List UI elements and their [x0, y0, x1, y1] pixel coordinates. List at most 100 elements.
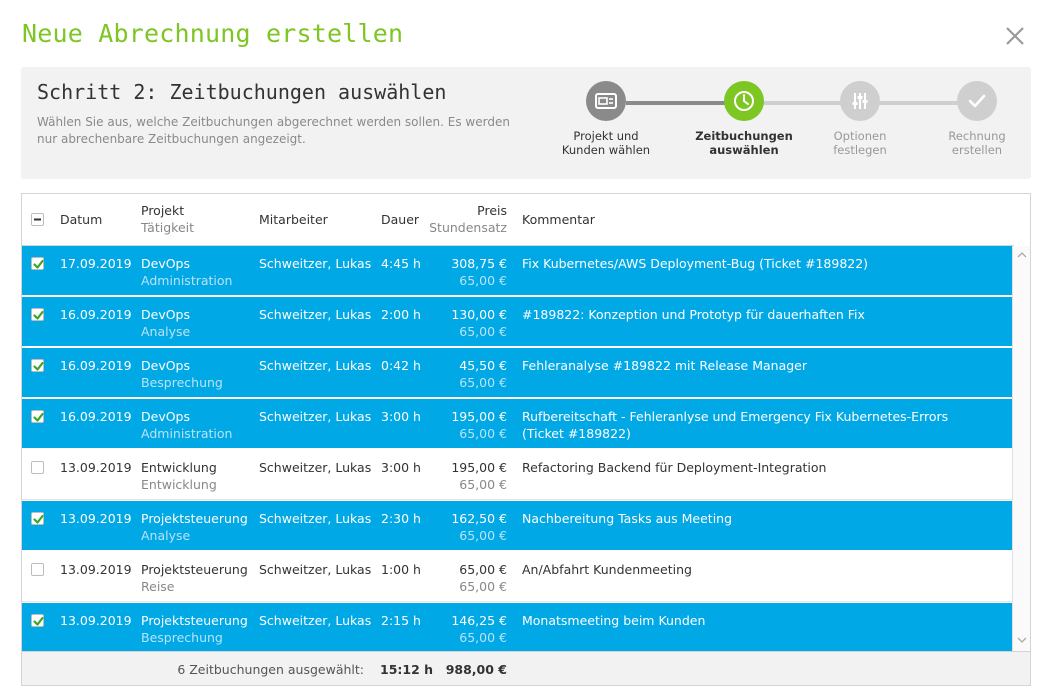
- row-project-cell: DevOps Analyse: [141, 306, 190, 340]
- row-checkbox[interactable]: [31, 614, 44, 627]
- column-header-preis[interactable]: Preis Stundensatz: [422, 203, 507, 235]
- step-header-panel: Schritt 2: Zeitbuchungen auswählen Wähle…: [21, 67, 1031, 179]
- wizard-step-label: Optionen: [833, 129, 887, 143]
- timebookings-table: Datum Projekt Tätigkeit Mitarbeiter Daue…: [21, 193, 1031, 686]
- row-project: Projektsteuerung: [141, 511, 248, 526]
- row-employee: Schweitzer, Lukas: [259, 511, 372, 526]
- clock-icon: [724, 81, 764, 121]
- row-price-cell: 130,00 € 65,00 €: [422, 306, 507, 340]
- row-project: Projektsteuerung: [141, 562, 248, 577]
- row-project: DevOps: [141, 307, 190, 322]
- row-activity: Entwicklung: [141, 477, 217, 492]
- row-price: 195,00 €: [451, 460, 507, 475]
- row-hourly-rate: 65,00 €: [459, 375, 507, 390]
- row-hourly-rate: 65,00 €: [459, 477, 507, 492]
- table-scrollbar[interactable]: [1012, 246, 1030, 651]
- total-price: 988,00 €: [445, 662, 507, 677]
- row-project: DevOps: [141, 256, 190, 271]
- row-employee: Schweitzer, Lukas: [259, 562, 372, 577]
- wizard-step-label: Rechnung: [948, 129, 1006, 143]
- column-header-taetigkeit: Tätigkeit: [141, 220, 195, 235]
- project-card-icon: [586, 81, 626, 121]
- select-all-checkbox[interactable]: [31, 213, 44, 226]
- row-checkbox[interactable]: [31, 308, 44, 321]
- scroll-down-icon[interactable]: [1017, 636, 1027, 644]
- row-duration: 3:00 h: [381, 460, 421, 475]
- row-date: 13.09.2019: [60, 460, 132, 475]
- row-price-cell: 65,00 € 65,00 €: [422, 561, 507, 595]
- check-icon: [957, 81, 997, 121]
- table-row[interactable]: 13.09.2019 Entwicklung Entwicklung Schweitz…: [22, 450, 1012, 500]
- row-price: 195,00 €: [451, 409, 507, 424]
- row-comment: Nachbereitung Tasks aus Meeting: [522, 511, 733, 526]
- row-checkbox[interactable]: [31, 563, 44, 576]
- row-comment: An/Abfahrt Kundenmeeting: [522, 562, 692, 577]
- column-header-kommentar[interactable]: Kommentar: [522, 212, 595, 227]
- row-checkbox[interactable]: [31, 359, 44, 372]
- row-date: 16.09.2019: [60, 409, 132, 424]
- row-price: 130,00 €: [451, 307, 507, 322]
- row-hourly-rate: 65,00 €: [459, 324, 507, 339]
- row-price-cell: 45,50 € 65,00 €: [422, 357, 507, 391]
- scroll-up-icon[interactable]: [1017, 251, 1027, 259]
- row-date: 13.09.2019: [60, 511, 132, 526]
- row-checkbox[interactable]: [31, 410, 44, 423]
- selection-summary: 6 Zeitbuchungen ausgewählt:: [177, 662, 364, 677]
- row-project-cell: DevOps Besprechung: [141, 357, 223, 391]
- column-header-stundensatz: Stundensatz: [429, 220, 507, 235]
- row-project-cell: DevOps Administration: [141, 408, 232, 442]
- row-price-cell: 195,00 € 65,00 €: [422, 408, 507, 442]
- row-employee: Schweitzer, Lukas: [259, 307, 372, 322]
- row-duration: 2:00 h: [381, 307, 421, 322]
- column-header-datum[interactable]: Datum: [60, 212, 103, 227]
- table-body: 17.09.2019 DevOps Administration Schweitzer…: [22, 246, 1012, 653]
- row-duration: 1:00 h: [381, 562, 421, 577]
- column-header-dauer[interactable]: Dauer: [381, 212, 420, 227]
- step-title: Schritt 2: Zeitbuchungen auswählen: [37, 80, 447, 104]
- row-project: Projektsteuerung: [141, 613, 248, 628]
- row-activity: Reise: [141, 579, 175, 594]
- table-row[interactable]: 13.09.2019 Projektsteuerung Analyse Schweit…: [22, 501, 1012, 551]
- table-row[interactable]: 13.09.2019 Projektsteuerung Besprechung Sch…: [22, 603, 1012, 653]
- column-header-projekt[interactable]: Projekt Tätigkeit: [141, 203, 194, 235]
- row-checkbox[interactable]: [31, 461, 44, 474]
- wizard-step-project[interactable]: Projekt und Kunden wählen: [551, 81, 661, 157]
- row-checkbox[interactable]: [31, 512, 44, 525]
- table-row[interactable]: 13.09.2019 Projektsteuerung Reise Schweitze…: [22, 552, 1012, 602]
- row-date: 16.09.2019: [60, 358, 132, 373]
- dialog-title: Neue Abrechnung erstellen: [22, 19, 404, 48]
- table-row[interactable]: 17.09.2019 DevOps Administration Schweitzer…: [22, 246, 1012, 296]
- row-project: DevOps: [141, 358, 190, 373]
- row-hourly-rate: 65,00 €: [459, 528, 507, 543]
- wizard-step-options: Optionen festlegen: [805, 81, 915, 157]
- row-employee: Schweitzer, Lukas: [259, 613, 372, 628]
- table-row[interactable]: 16.09.2019 DevOps Administration Schweitzer…: [22, 399, 1012, 449]
- wizard-step-label: erstellen: [951, 143, 1003, 157]
- row-duration: 2:30 h: [381, 511, 421, 526]
- wizard-step-label: Zeitbuchungen: [695, 129, 793, 143]
- table-row[interactable]: 16.09.2019 DevOps Analyse Schweitzer, Lukas…: [22, 297, 1012, 347]
- sliders-icon: [840, 81, 880, 121]
- wizard-step-label: Kunden wählen: [561, 143, 651, 157]
- row-price: 45,50 €: [459, 358, 507, 373]
- row-activity: Analyse: [141, 528, 191, 543]
- row-comment: Monatsmeeting beim Kunden: [522, 613, 706, 628]
- step-description: Wählen Sie aus, welche Zeitbuchungen abg…: [37, 115, 510, 146]
- row-checkbox[interactable]: [31, 257, 44, 270]
- row-employee: Schweitzer, Lukas: [259, 460, 372, 475]
- wizard-step-invoice: Rechnung erstellen: [922, 81, 1032, 157]
- column-header-projekt-label: Projekt: [141, 203, 185, 218]
- row-duration: 2:15 h: [381, 613, 421, 628]
- row-date: 17.09.2019: [60, 256, 132, 271]
- row-date: 13.09.2019: [60, 562, 132, 577]
- table-row[interactable]: 16.09.2019 DevOps Besprechung Schweitzer, L…: [22, 348, 1012, 398]
- close-icon[interactable]: [1003, 24, 1027, 48]
- wizard-step-label: auswählen: [709, 143, 779, 157]
- wizard-step-label: festlegen: [833, 143, 887, 157]
- row-hourly-rate: 65,00 €: [459, 273, 507, 288]
- row-comment: Rufbereitschaft - Fehleranlyse und Emerg…: [522, 409, 949, 441]
- row-project-cell: DevOps Administration: [141, 255, 232, 289]
- row-activity: Besprechung: [141, 630, 223, 645]
- column-header-mitarbeiter[interactable]: Mitarbeiter: [259, 212, 328, 227]
- row-duration: 4:45 h: [381, 256, 421, 271]
